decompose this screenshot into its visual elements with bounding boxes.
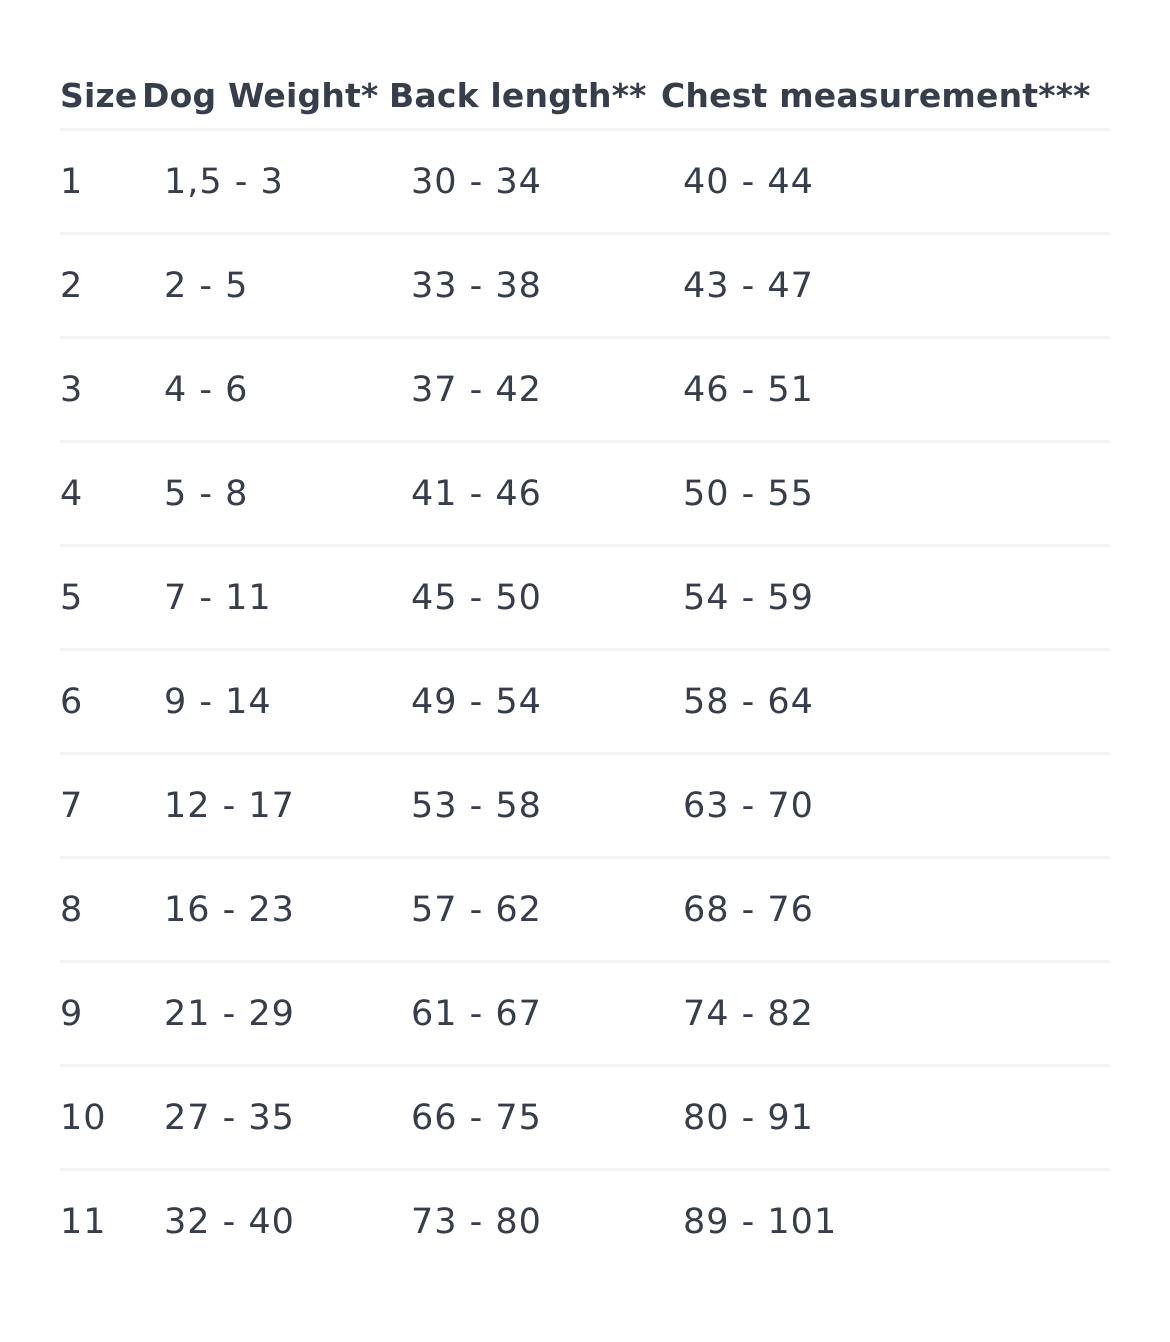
- cell-chest-measurement: 63 - 70: [683, 785, 814, 826]
- cell-dog-weight: 27 - 35: [164, 1097, 295, 1138]
- cell-chest-measurement: 80 - 91: [683, 1097, 814, 1138]
- cell-size: 11: [60, 1201, 107, 1242]
- cell-back-length: 73 - 80: [411, 1201, 542, 1242]
- cell-dog-weight: 5 - 8: [164, 473, 249, 514]
- header-back-length: Back length**: [389, 75, 647, 115]
- cell-back-length: 61 - 67: [411, 993, 542, 1034]
- table-row: 10 27 - 35 66 - 75 80 - 91: [60, 1067, 1110, 1171]
- cell-size: 4: [60, 473, 84, 514]
- size-chart-table: Size Dog Weight* Back length** Chest mea…: [60, 62, 1110, 1272]
- table-row: 4 5 - 8 41 - 46 50 - 55: [60, 443, 1110, 547]
- cell-back-length: 30 - 34: [411, 161, 542, 202]
- cell-back-length: 57 - 62: [411, 889, 542, 930]
- cell-size: 3: [60, 369, 84, 410]
- cell-chest-measurement: 74 - 82: [683, 993, 814, 1034]
- cell-chest-measurement: 89 - 101: [683, 1201, 838, 1242]
- table-row: 6 9 - 14 49 - 54 58 - 64: [60, 651, 1110, 755]
- cell-size: 7: [60, 785, 84, 826]
- table-row: 3 4 - 6 37 - 42 46 - 51: [60, 339, 1110, 443]
- cell-dog-weight: 16 - 23: [164, 889, 295, 930]
- cell-back-length: 41 - 46: [411, 473, 542, 514]
- table-row: 1 1,5 - 3 30 - 34 40 - 44: [60, 131, 1110, 235]
- cell-size: 8: [60, 889, 84, 930]
- cell-back-length: 33 - 38: [411, 265, 542, 306]
- table-row: 2 2 - 5 33 - 38 43 - 47: [60, 235, 1110, 339]
- cell-dog-weight: 9 - 14: [164, 681, 272, 722]
- cell-chest-measurement: 58 - 64: [683, 681, 814, 722]
- cell-dog-weight: 32 - 40: [164, 1201, 295, 1242]
- cell-size: 5: [60, 577, 84, 618]
- table-row: 8 16 - 23 57 - 62 68 - 76: [60, 859, 1110, 963]
- cell-dog-weight: 21 - 29: [164, 993, 295, 1034]
- cell-back-length: 45 - 50: [411, 577, 542, 618]
- header-dog-weight: Dog Weight*: [142, 75, 379, 115]
- cell-dog-weight: 4 - 6: [164, 369, 249, 410]
- table-header-row: Size Dog Weight* Back length** Chest mea…: [60, 62, 1110, 131]
- cell-size: 1: [60, 161, 84, 202]
- cell-size: 2: [60, 265, 84, 306]
- cell-dog-weight: 1,5 - 3: [164, 161, 284, 202]
- cell-back-length: 53 - 58: [411, 785, 542, 826]
- table-row: 5 7 - 11 45 - 50 54 - 59: [60, 547, 1110, 651]
- cell-back-length: 49 - 54: [411, 681, 542, 722]
- cell-chest-measurement: 68 - 76: [683, 889, 814, 930]
- cell-size: 6: [60, 681, 84, 722]
- cell-size: 9: [60, 993, 84, 1034]
- table-row: 7 12 - 17 53 - 58 63 - 70: [60, 755, 1110, 859]
- cell-chest-measurement: 54 - 59: [683, 577, 814, 618]
- cell-back-length: 66 - 75: [411, 1097, 542, 1138]
- cell-chest-measurement: 43 - 47: [683, 265, 814, 306]
- cell-back-length: 37 - 42: [411, 369, 542, 410]
- cell-dog-weight: 7 - 11: [164, 577, 272, 618]
- cell-dog-weight: 2 - 5: [164, 265, 249, 306]
- table-row: 9 21 - 29 61 - 67 74 - 82: [60, 963, 1110, 1067]
- table-row: 11 32 - 40 73 - 80 89 - 101: [60, 1171, 1110, 1272]
- cell-dog-weight: 12 - 17: [164, 785, 295, 826]
- cell-chest-measurement: 50 - 55: [683, 473, 814, 514]
- cell-size: 10: [60, 1097, 107, 1138]
- header-size: Size: [60, 75, 138, 115]
- cell-chest-measurement: 46 - 51: [683, 369, 814, 410]
- header-chest-measurement: Chest measurement***: [661, 75, 1091, 115]
- cell-chest-measurement: 40 - 44: [683, 161, 814, 202]
